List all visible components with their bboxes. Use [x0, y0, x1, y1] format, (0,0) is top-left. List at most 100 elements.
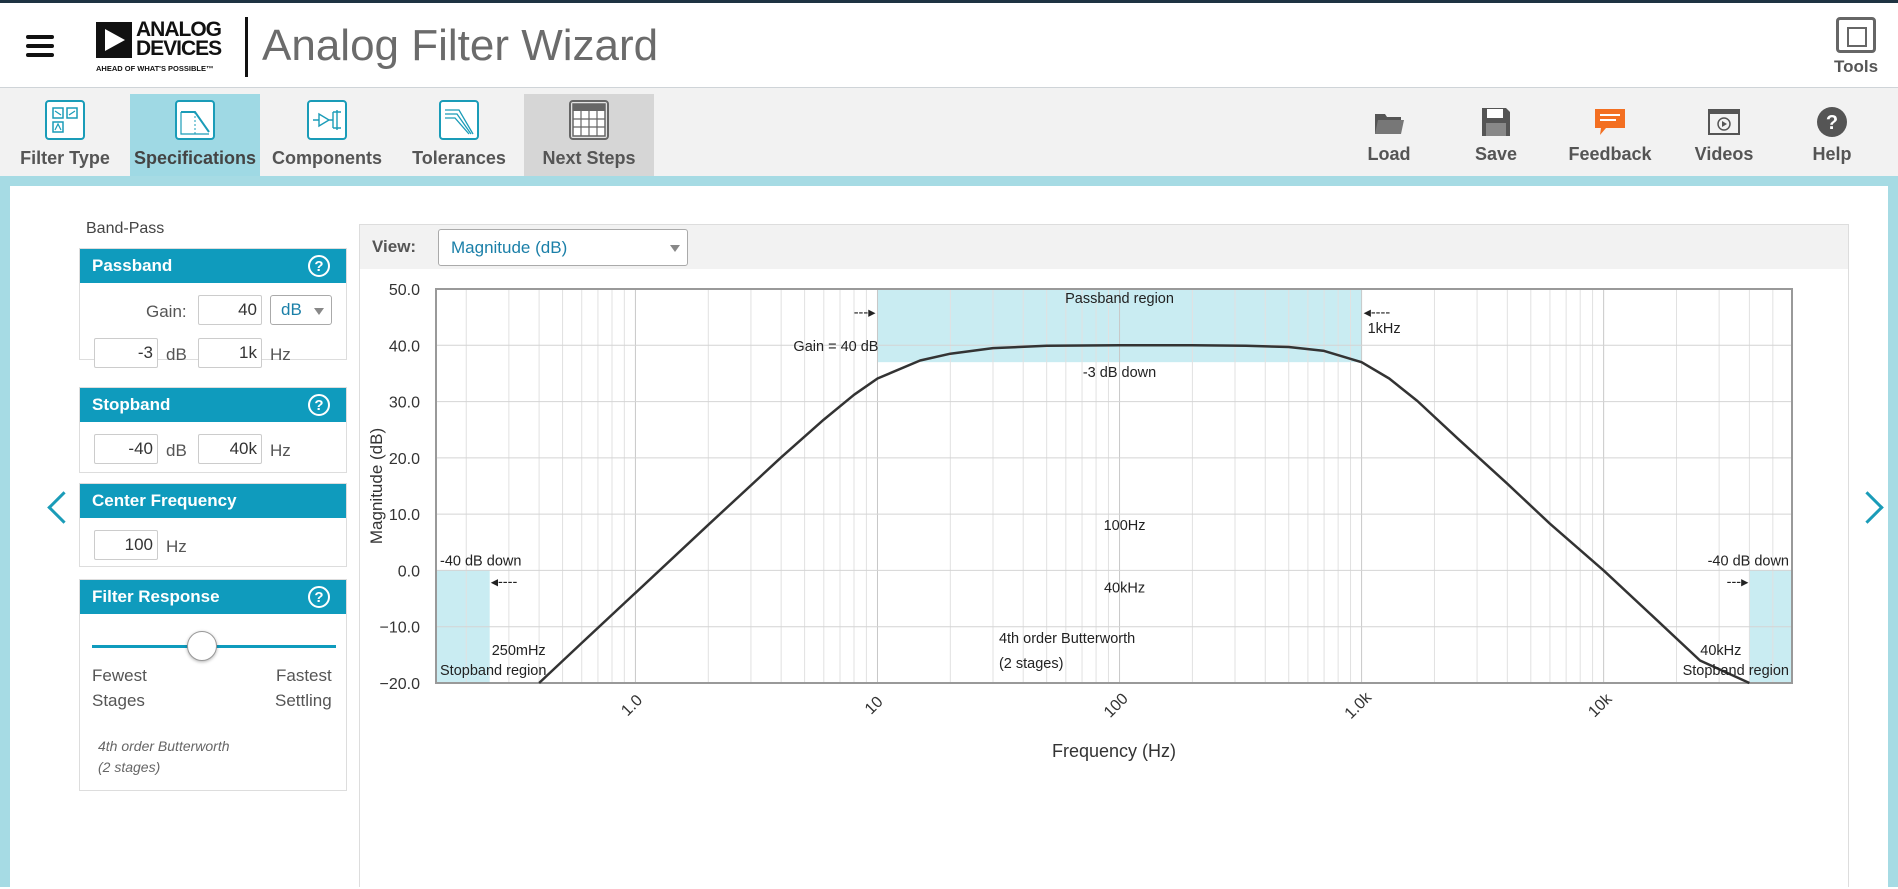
x-tick-label: 10k — [1585, 690, 1616, 721]
passband-right-arrow: ◂---- — [1364, 305, 1391, 321]
logo-text-line1: ANALOG — [136, 18, 222, 41]
videos-label: Videos — [1694, 144, 1754, 164]
load-label: Load — [1367, 144, 1411, 164]
logo-triangle-icon — [96, 22, 132, 58]
response-curve — [538, 344, 1750, 685]
tab-next-steps[interactable]: Next Steps — [524, 94, 654, 176]
chevron-down-icon — [314, 308, 324, 315]
logo-tagline: AHEAD OF WHAT'S POSSIBLE™ — [96, 64, 214, 73]
video-icon — [1708, 106, 1740, 138]
analog-devices-logo[interactable]: ANALOG DEVICES AHEAD OF WHAT'S POSSIBLE™ — [96, 18, 236, 76]
chip-icon — [1836, 17, 1876, 53]
y-tick-label: 30.0 — [389, 395, 420, 412]
center-frequency-header: Center Frequency — [80, 484, 346, 518]
stopband-attenuation-unit: dB — [166, 441, 187, 460]
save-button[interactable]: Save — [1446, 106, 1546, 165]
filter-response-help-icon[interactable]: ? — [308, 586, 330, 608]
stopband-header: Stopband ? — [80, 388, 346, 422]
tab-filter-type[interactable]: Filter Type — [0, 94, 130, 176]
videos-button[interactable]: Videos — [1674, 106, 1774, 165]
x-tick-label: 10 — [862, 693, 887, 718]
tab-components-label: Components — [272, 148, 382, 168]
stopband-frequency-annotation: 40kHz — [1104, 580, 1145, 596]
filter-response-panel: Filter Response ? Fewest Stages Fastest … — [79, 579, 347, 791]
fastest-label: Fastest — [276, 666, 332, 685]
center-frequency-panel: Center Frequency 100 Hz — [79, 483, 347, 567]
center-frequency-annotation: 100Hz — [1104, 518, 1146, 534]
response-slider-thumb[interactable] — [186, 631, 217, 661]
tolerances-icon — [439, 100, 479, 140]
gain-input[interactable]: 40 — [198, 295, 262, 325]
stopband-left-frequency: 250mHz — [492, 643, 546, 659]
stopband-frequency-input[interactable]: 40k — [198, 434, 262, 464]
wizard-toolbar: Filter Type Specifications Components To… — [0, 88, 1898, 176]
passband-attenuation-input[interactable]: -3 — [94, 338, 158, 368]
next-arrow-icon[interactable] — [1860, 488, 1882, 528]
passband-header: Passband ? — [80, 249, 346, 283]
floppy-icon — [1480, 106, 1512, 138]
filter-response-title: Filter Response — [92, 587, 220, 606]
y-tick-label: 20.0 — [389, 451, 420, 468]
gain-label: Gain: — [146, 302, 187, 321]
fewest-label: Fewest — [92, 666, 147, 685]
feedback-button[interactable]: Feedback — [1560, 106, 1660, 165]
stopband-left-region-label: Stopband region — [440, 663, 546, 679]
feedback-label: Feedback — [1568, 144, 1652, 164]
save-label: Save — [1474, 144, 1518, 164]
tab-next-steps-label: Next Steps — [542, 148, 636, 168]
gain-unit-select[interactable]: dB — [270, 295, 332, 325]
y-tick-label: 10.0 — [389, 507, 420, 524]
next-steps-icon — [569, 100, 609, 140]
order-annotation-line1: 4th order Butterworth — [999, 631, 1135, 647]
tab-specifications-label: Specifications — [133, 148, 257, 168]
header-divider — [245, 17, 248, 77]
stopband-right-arrow: ---▸ — [1727, 574, 1749, 590]
view-label: View: — [372, 237, 417, 256]
order-annotation-line2: (2 stages) — [999, 656, 1063, 672]
stopband-right-region-label: Stopband region — [1683, 663, 1789, 679]
tab-tolerances[interactable]: Tolerances — [394, 94, 524, 176]
previous-arrow-icon[interactable] — [46, 488, 68, 528]
load-button[interactable]: Load — [1339, 106, 1439, 165]
passband-title: Passband — [92, 256, 173, 275]
content-frame: Band-Pass Passband ? Gain: 40 dB -3 dB 1… — [0, 176, 1898, 887]
components-icon — [307, 100, 347, 140]
stopband-right-frequency: 40kHz — [1700, 643, 1741, 659]
stopband-left-atten-label: -40 dB down — [440, 553, 521, 569]
center-frequency-input[interactable]: 100 — [94, 530, 158, 560]
stopband-panel: Stopband ? -40 dB 40k Hz — [79, 387, 347, 473]
gain-unit-value: dB — [281, 300, 302, 319]
chevron-down-icon — [670, 245, 680, 252]
y-tick-label: 50.0 — [389, 282, 420, 299]
stopband-help-icon[interactable]: ? — [308, 394, 330, 416]
stopband-attenuation-input[interactable]: -40 — [94, 434, 158, 464]
y-tick-label: 40.0 — [389, 338, 420, 355]
stopband-frequency-unit: Hz — [270, 441, 291, 460]
app-title: Analog Filter Wizard — [262, 21, 659, 70]
tools-button[interactable]: Tools — [1828, 17, 1884, 77]
tab-components[interactable]: Components — [262, 94, 392, 176]
app-header: ANALOG DEVICES AHEAD OF WHAT'S POSSIBLE™… — [0, 0, 1898, 88]
main-area: Band-Pass Passband ? Gain: 40 dB -3 dB 1… — [10, 186, 1888, 887]
passband-left-arrow: ---▸ — [854, 305, 876, 321]
magnitude-chart: 50.0 40.0 30.0 20.0 10.0 0.0 −10.0 −20.0 1.0 10 10… — [367, 282, 1793, 761]
center-frequency-unit: Hz — [166, 537, 187, 556]
passband-right-frequency: 1kHz — [1368, 321, 1401, 337]
stopband-right-atten-label: -40 dB down — [1708, 553, 1789, 569]
y-tick-label: −20.0 — [380, 676, 421, 693]
specifications-icon — [175, 100, 215, 140]
question-icon: ? — [1816, 106, 1848, 138]
stopband-title: Stopband — [92, 395, 171, 414]
tab-specifications[interactable]: Specifications — [130, 94, 260, 176]
passband-help-icon[interactable]: ? — [308, 255, 330, 277]
help-button[interactable]: ? Help — [1782, 106, 1882, 165]
passband-frequency-input[interactable]: 1k — [198, 338, 262, 368]
passband-frequency-unit: Hz — [270, 345, 291, 364]
hamburger-menu-icon[interactable] — [26, 35, 56, 57]
gain-annotation: Gain = 40 dB — [793, 339, 878, 355]
x-tick-label: 1.0k — [1342, 688, 1376, 722]
minus-3db-label: -3 dB down — [1083, 365, 1156, 381]
folder-icon — [1373, 106, 1405, 138]
view-select[interactable]: Magnitude (dB) — [438, 229, 688, 266]
y-axis-label: Magnitude (dB) — [367, 428, 386, 544]
